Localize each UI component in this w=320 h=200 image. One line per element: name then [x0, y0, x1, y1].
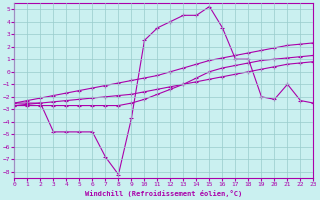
X-axis label: Windchill (Refroidissement éolien,°C): Windchill (Refroidissement éolien,°C) [85, 190, 243, 197]
